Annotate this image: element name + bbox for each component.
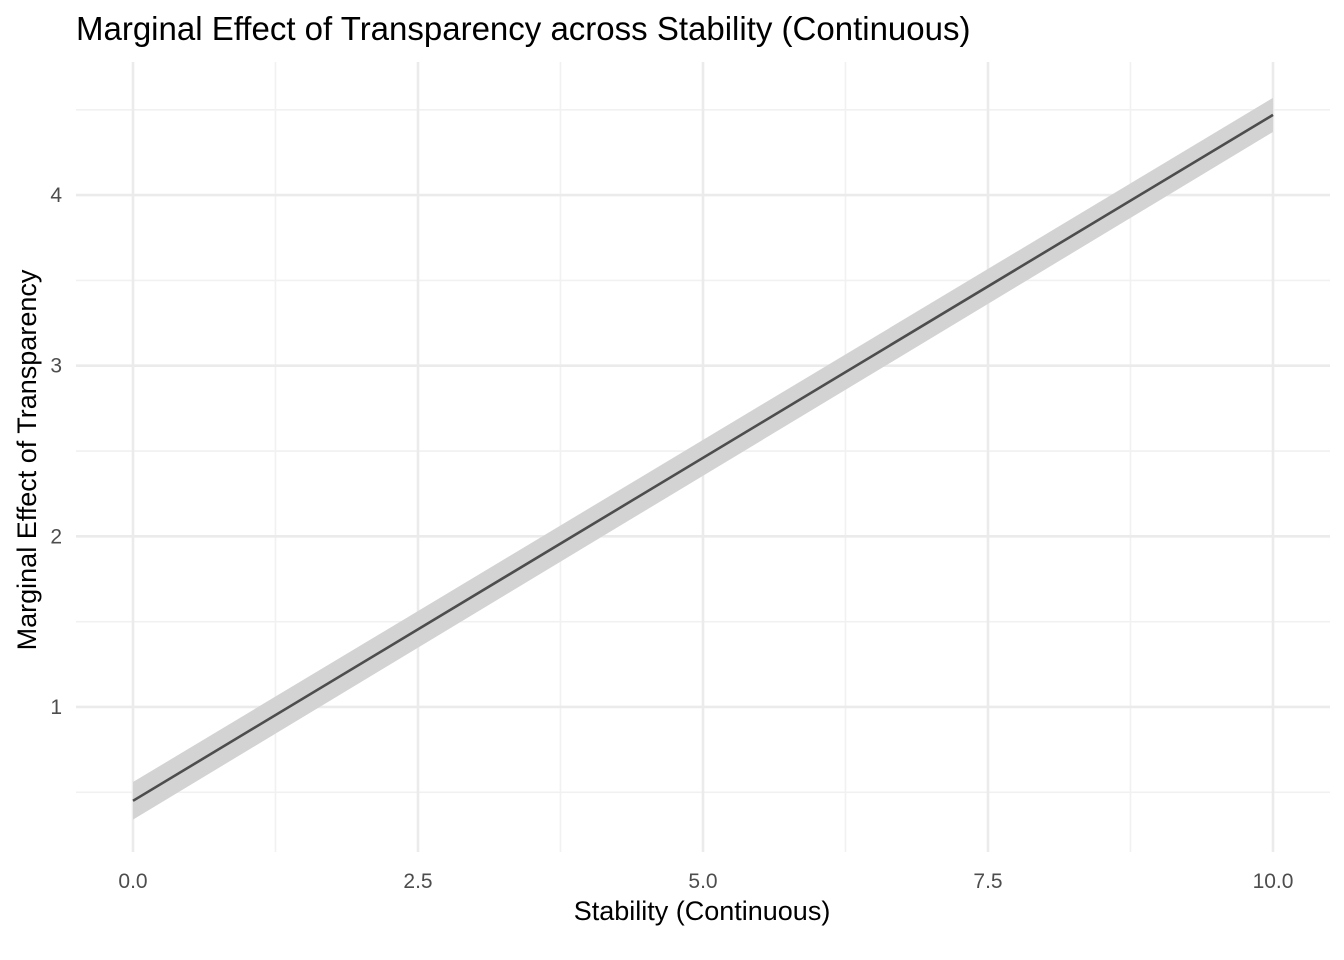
tick-labels: 0.0 2.5 5.0 7.5 10.0 1 2 3 4 bbox=[50, 184, 1293, 893]
x-tick-label-3: 7.5 bbox=[973, 870, 1002, 893]
chart-marks bbox=[132, 97, 1274, 820]
major-gridlines bbox=[76, 62, 1330, 852]
y-tick-label-2: 3 bbox=[50, 355, 62, 378]
x-tick-label-4: 10.0 bbox=[1253, 870, 1294, 893]
y-tick-label-1: 2 bbox=[50, 525, 62, 548]
x-tick-label-2: 5.0 bbox=[688, 870, 717, 893]
effect-line-0 bbox=[132, 113, 1274, 802]
x-axis-title: Stability (Continuous) bbox=[574, 896, 831, 926]
y-tick-label-3: 4 bbox=[50, 184, 62, 207]
x-tick-label-1: 2.5 bbox=[403, 870, 432, 893]
x-tick-label-0: 0.0 bbox=[118, 870, 147, 893]
y-axis-title: Marginal Effect of Transparency bbox=[12, 269, 42, 650]
chart-title: Marginal Effect of Transparency across S… bbox=[76, 10, 970, 47]
y-tick-label-0: 1 bbox=[50, 696, 62, 719]
